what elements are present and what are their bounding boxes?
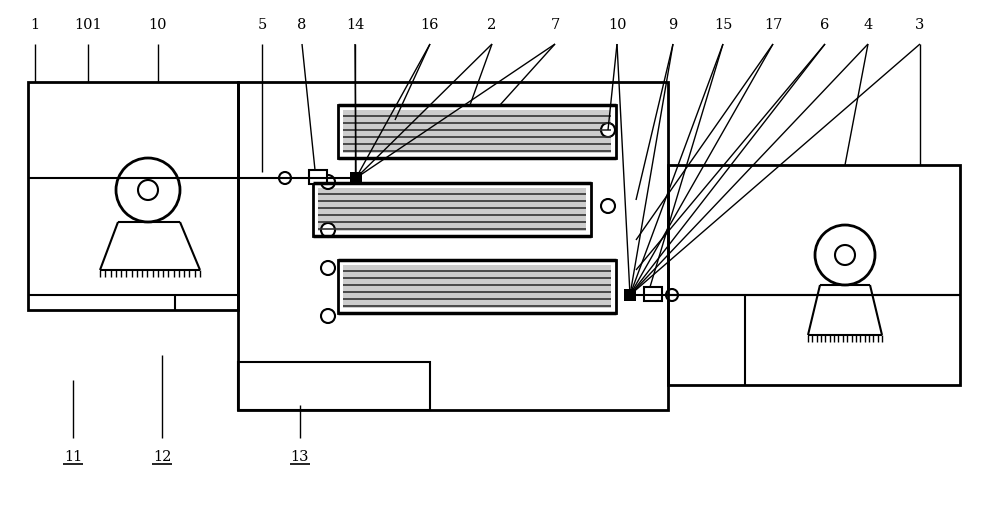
Bar bbox=[350, 172, 362, 184]
Bar bbox=[338, 105, 616, 158]
Text: 5: 5 bbox=[257, 18, 267, 32]
Circle shape bbox=[601, 199, 615, 213]
Text: 15: 15 bbox=[714, 18, 732, 32]
Circle shape bbox=[321, 223, 335, 237]
Bar bbox=[343, 110, 611, 153]
Text: 9: 9 bbox=[668, 18, 678, 32]
Text: 8: 8 bbox=[297, 18, 307, 32]
Bar bbox=[238, 82, 668, 410]
Bar bbox=[644, 287, 662, 301]
Text: 7: 7 bbox=[550, 18, 560, 32]
Circle shape bbox=[279, 172, 291, 184]
Text: 4: 4 bbox=[863, 18, 873, 32]
Text: 10: 10 bbox=[149, 18, 167, 32]
Bar bbox=[313, 183, 591, 236]
Circle shape bbox=[321, 309, 335, 323]
Text: 10: 10 bbox=[608, 18, 626, 32]
Bar bbox=[624, 289, 636, 301]
Circle shape bbox=[116, 158, 180, 222]
Circle shape bbox=[321, 175, 335, 189]
Circle shape bbox=[835, 245, 855, 265]
Bar bbox=[238, 362, 430, 410]
Text: 11: 11 bbox=[64, 450, 82, 464]
Text: 17: 17 bbox=[764, 18, 782, 32]
Circle shape bbox=[650, 289, 662, 301]
Bar bbox=[668, 165, 960, 385]
Text: 101: 101 bbox=[74, 18, 102, 32]
Bar bbox=[28, 82, 238, 310]
Text: 14: 14 bbox=[346, 18, 364, 32]
Bar bbox=[338, 260, 616, 313]
Text: 1: 1 bbox=[30, 18, 40, 32]
Circle shape bbox=[321, 261, 335, 275]
Bar bbox=[309, 170, 327, 184]
Text: 3: 3 bbox=[915, 18, 925, 32]
Text: 6: 6 bbox=[820, 18, 830, 32]
Text: 2: 2 bbox=[487, 18, 497, 32]
Text: 13: 13 bbox=[291, 450, 309, 464]
Text: 12: 12 bbox=[153, 450, 171, 464]
Text: 16: 16 bbox=[421, 18, 439, 32]
Bar bbox=[343, 265, 611, 308]
Circle shape bbox=[138, 180, 158, 200]
Circle shape bbox=[601, 123, 615, 137]
Circle shape bbox=[666, 289, 678, 301]
Bar bbox=[318, 188, 586, 231]
Circle shape bbox=[815, 225, 875, 285]
